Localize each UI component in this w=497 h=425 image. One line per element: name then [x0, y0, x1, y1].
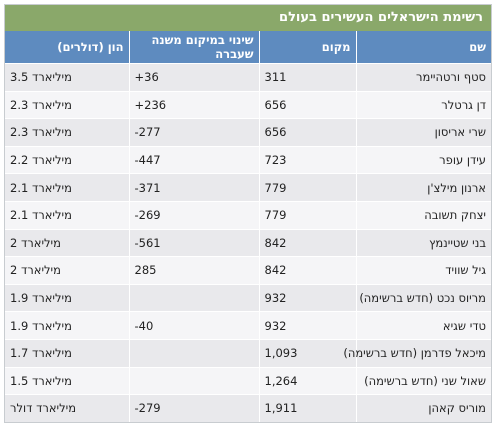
cell-name: סטף ורטהיימר [355, 63, 491, 92]
cell-worth: 2.2 מיליארד [5, 145, 129, 174]
cell-change: -279 [128, 394, 259, 422]
cell-name: שאול שני (חדש ברשימה) [355, 366, 491, 395]
cell-change: -40 [128, 311, 259, 340]
table-row: מוריס קאהן 1,911 -279 מיליארד דולר [5, 394, 491, 422]
cell-rank: 311 [258, 63, 356, 92]
cell-rank: 779 [258, 200, 356, 230]
cell-worth: 2 מיליארד [5, 228, 129, 257]
cell-name: יצחק תשובה [355, 200, 491, 230]
cell-worth: 2 מיליארד [5, 256, 129, 285]
table-row: מריוס נכט (חדש ברשימה) 932 1.9 מיליארד [5, 283, 491, 312]
cell-worth: 1.7 מיליארד [5, 338, 129, 368]
table-row: ארנון מילצ'ן 779 -371 2.1 מיליארד [5, 173, 491, 202]
table-row: שאול שני (חדש ברשימה) 1,264 1.5 מיליארד [5, 366, 491, 395]
cell-rank: 842 [258, 228, 356, 257]
table-row: בני שטיינמץ 842 -561 2 מיליארד [5, 228, 491, 257]
cell-rank: 932 [258, 283, 356, 312]
cell-rank: 656 [258, 90, 356, 119]
cell-worth: 2.1 מיליארד [5, 200, 129, 230]
cell-name: גיל שוויד [355, 256, 491, 285]
cell-worth: 2.3 מיליארד [5, 118, 129, 147]
table-title: רשימת הישראלים העשירים בעולם [5, 5, 491, 31]
table-row: יצחק תשובה 779 -269 2.1 מיליארד [5, 200, 491, 230]
rich-list-table-widget: רשימת הישראלים העשירים בעולם שם מקום שינ… [4, 4, 492, 423]
cell-change: -371 [128, 173, 259, 202]
cell-rank: 723 [258, 145, 356, 174]
cell-change [128, 366, 259, 395]
column-header-name: שם [355, 31, 491, 64]
table-row: טדי שגיא 932 -40 1.9 מיליארד [5, 311, 491, 340]
cell-rank: 1,093 [258, 338, 356, 368]
table-row: עידן עופר 723 -447 2.2 מיליארד [5, 145, 491, 174]
cell-name: מיכאל פדרמן (חדש ברשימה) [343, 338, 491, 368]
cell-name: שרי אריסון [355, 118, 491, 147]
cell-rank: 932 [258, 311, 356, 340]
cell-name: בני שטיינמץ [355, 228, 491, 257]
cell-worth: 1.5 מיליארד [5, 366, 129, 395]
header-row: שם מקום שינוי במיקום משנה שעברה הון (דול… [5, 31, 491, 64]
column-header-worth: הון (דולרים) [5, 31, 129, 64]
table-row: שרי אריסון 656 -277 2.3 מיליארד [5, 118, 491, 147]
cell-worth: 1.9 מיליארד [5, 283, 129, 312]
column-header-change: שינוי במיקום משנה שעברה [128, 31, 259, 64]
cell-worth: 2.1 מיליארד [5, 173, 129, 202]
rich-list-table: שם מקום שינוי במיקום משנה שעברה הון (דול… [5, 31, 491, 422]
cell-rank: 1,264 [258, 366, 356, 395]
cell-rank: 656 [258, 118, 356, 147]
cell-worth: מיליארד דולר [5, 394, 129, 422]
cell-rank: 779 [258, 173, 356, 202]
cell-name: דן גרטלר [355, 90, 491, 119]
table-body: סטף ורטהיימר 311 +36 3.5 מיליארד דן גרטלר 656… [5, 63, 491, 422]
table-row: מיכאל פדרמן (חדש ברשימה) 1,093 1.7 מיליארד [5, 338, 491, 368]
table-row: גיל שוויד 842 285 2 מיליארד [5, 256, 491, 285]
cell-change: -269 [128, 200, 259, 230]
cell-rank: 842 [258, 256, 356, 285]
cell-change: +36 [128, 63, 259, 92]
cell-name: טדי שגיא [355, 311, 491, 340]
cell-change: -277 [128, 118, 259, 147]
cell-change: -561 [128, 228, 259, 257]
cell-rank: 1,911 [258, 394, 356, 422]
table-row: דן גרטלר 656 +236 2.3 מיליארד [5, 90, 491, 119]
cell-change [128, 283, 259, 312]
cell-change: +236 [128, 90, 259, 119]
cell-name: מוריס קאהן [355, 394, 491, 422]
cell-change: 285 [128, 256, 259, 285]
cell-worth: 1.9 מיליארד [5, 311, 129, 340]
table-row: סטף ורטהיימר 311 +36 3.5 מיליארד [5, 63, 491, 92]
cell-name: עידן עופר [355, 145, 491, 174]
cell-change [128, 338, 259, 368]
cell-name: ארנון מילצ'ן [355, 173, 491, 202]
cell-change: -447 [128, 145, 259, 174]
column-header-rank: מקום [258, 31, 356, 64]
cell-worth: 2.3 מיליארד [5, 90, 129, 119]
cell-name: מריוס נכט (חדש ברשימה) [355, 283, 491, 312]
cell-worth: 3.5 מיליארד [5, 63, 129, 92]
